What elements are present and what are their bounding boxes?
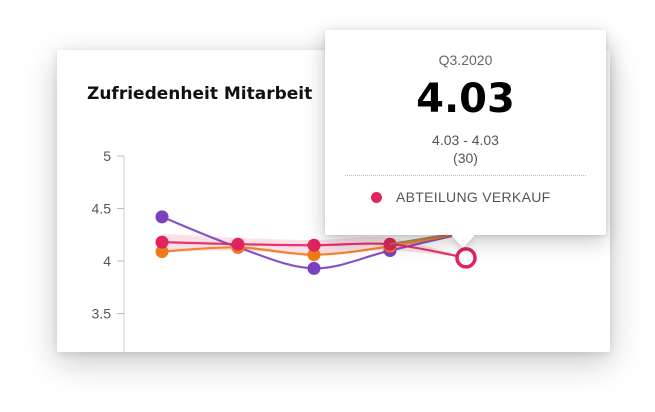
y-tick-label: 3.5 — [92, 306, 112, 322]
tooltip-series-name: ABTEILUNG VERKAUF — [396, 189, 551, 205]
tooltip-count: (30) — [453, 150, 478, 166]
tooltip-period: Q3.2020 — [438, 52, 493, 68]
series-color-dot — [371, 191, 382, 203]
data-point — [307, 248, 321, 262]
data-point — [231, 237, 245, 251]
y-tick-label: 4 — [103, 253, 111, 269]
tooltip-series: ABTEILUNG VERKAUF — [371, 188, 550, 206]
highlighted-point — [455, 247, 477, 269]
data-point — [155, 210, 169, 224]
y-tick-label: 5 — [103, 148, 111, 164]
data-tooltip: Q3.2020 4.03 4.03 - 4.03 (30) ABTEILUNG … — [325, 30, 606, 248]
data-point — [155, 235, 169, 249]
tooltip-divider — [345, 175, 586, 176]
tooltip-value: 4.03 — [416, 76, 515, 122]
y-tick-label: 4.5 — [92, 201, 112, 217]
tooltip-range: 4.03 - 4.03 — [432, 132, 499, 148]
data-point — [155, 245, 169, 259]
chart-title: Zufriedenheit Mitarbeit — [87, 84, 313, 104]
data-point — [307, 238, 321, 252]
data-point — [307, 261, 321, 275]
